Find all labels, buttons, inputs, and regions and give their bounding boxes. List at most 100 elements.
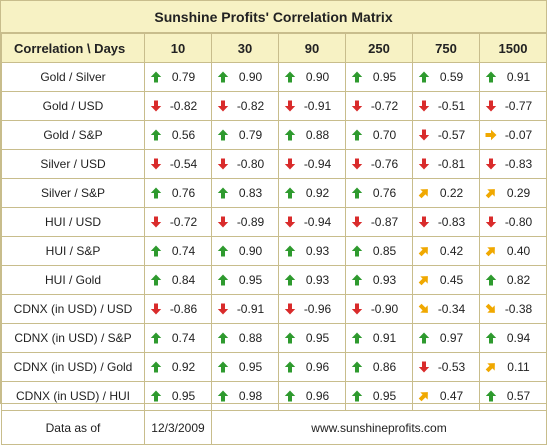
arrow-down-icon bbox=[485, 158, 497, 170]
correlation-cell: 0.92 bbox=[144, 352, 212, 382]
correlation-value: 0.91 bbox=[506, 70, 531, 84]
data-as-of-label: Data as of bbox=[1, 410, 145, 445]
correlation-value: -0.53 bbox=[437, 360, 466, 374]
correlation-value: -0.82 bbox=[169, 99, 198, 113]
header-row: Correlation \ Days 10 30 90 250 750 1500 bbox=[1, 33, 547, 63]
correlation-cell: -0.90 bbox=[345, 294, 413, 324]
arrow-up-icon bbox=[351, 332, 363, 344]
row-label: CDNX (in USD) / S&P bbox=[1, 323, 145, 353]
arrow-down-icon bbox=[418, 100, 430, 112]
arrow-down-icon bbox=[150, 216, 162, 228]
arrow-down-icon bbox=[150, 158, 162, 170]
correlation-value: 0.79 bbox=[238, 128, 263, 142]
arrow-up-right-icon bbox=[418, 189, 428, 199]
correlation-value: -0.81 bbox=[437, 157, 466, 171]
correlation-cell: 0.79 bbox=[144, 62, 212, 92]
correlation-value: -0.51 bbox=[437, 99, 466, 113]
correlation-cell: -0.07 bbox=[479, 120, 547, 150]
correlation-cell: -0.76 bbox=[345, 149, 413, 179]
arrow-up-icon bbox=[284, 390, 296, 402]
correlation-value: 0.92 bbox=[305, 186, 330, 200]
arrow-down-icon bbox=[485, 216, 497, 228]
correlation-value: -0.38 bbox=[504, 302, 533, 316]
correlation-cell: 0.95 bbox=[278, 323, 346, 353]
correlation-value: -0.54 bbox=[169, 157, 198, 171]
correlation-value: 0.74 bbox=[171, 331, 196, 345]
arrow-down-icon bbox=[284, 100, 296, 112]
correlation-cell: 0.90 bbox=[278, 62, 346, 92]
arrow-up-icon bbox=[150, 390, 162, 402]
arrow-up-icon bbox=[217, 274, 229, 286]
correlation-value: 0.90 bbox=[238, 70, 263, 84]
correlation-value: -0.90 bbox=[370, 302, 399, 316]
correlation-cell: 0.88 bbox=[211, 323, 279, 353]
correlation-cell: 0.74 bbox=[144, 323, 212, 353]
correlation-cell: 0.40 bbox=[479, 236, 547, 266]
correlation-cell: 0.59 bbox=[412, 62, 480, 92]
column-header: 90 bbox=[278, 33, 346, 63]
correlation-cell: 0.79 bbox=[211, 120, 279, 150]
arrow-up-icon bbox=[150, 274, 162, 286]
arrow-down-icon bbox=[351, 303, 363, 315]
correlation-value: 0.82 bbox=[506, 273, 531, 287]
correlation-value: 0.97 bbox=[439, 331, 464, 345]
correlation-value: 0.76 bbox=[171, 186, 196, 200]
correlation-cell: -0.94 bbox=[278, 207, 346, 237]
correlation-value: 0.95 bbox=[372, 70, 397, 84]
arrow-down-icon bbox=[418, 158, 430, 170]
correlation-cell: 0.98 bbox=[211, 381, 279, 411]
correlation-value: -0.91 bbox=[236, 302, 265, 316]
correlation-value: 0.93 bbox=[372, 273, 397, 287]
correlation-cell: 0.94 bbox=[479, 323, 547, 353]
arrow-up-icon bbox=[485, 71, 497, 83]
arrow-up-icon bbox=[284, 129, 296, 141]
arrow-down-icon bbox=[351, 158, 363, 170]
correlation-value: -0.76 bbox=[370, 157, 399, 171]
arrow-down-icon bbox=[351, 100, 363, 112]
correlation-cell: 0.95 bbox=[144, 381, 212, 411]
correlation-cell: 0.42 bbox=[412, 236, 480, 266]
correlation-cell: -0.89 bbox=[211, 207, 279, 237]
arrow-down-icon bbox=[284, 158, 296, 170]
column-header: 250 bbox=[345, 33, 413, 63]
matrix-row: CDNX (in USD) / USD -0.86 -0.91 -0.96 -0.90 -… bbox=[1, 294, 547, 324]
arrow-up-icon bbox=[284, 245, 296, 257]
correlation-cell: -0.94 bbox=[278, 149, 346, 179]
row-label: Gold / USD bbox=[1, 91, 145, 121]
matrix-row: HUI / S&P 0.74 0.90 0.93 0.85 0.42 0.40 bbox=[1, 236, 547, 266]
row-label: CDNX (in USD) / HUI bbox=[1, 381, 145, 411]
correlation-cell: 0.70 bbox=[345, 120, 413, 150]
arrow-down-icon bbox=[217, 100, 229, 112]
correlation-value: -0.91 bbox=[303, 99, 332, 113]
correlation-value: -0.89 bbox=[236, 215, 265, 229]
correlation-value: 0.59 bbox=[439, 70, 464, 84]
arrow-up-icon bbox=[150, 71, 162, 83]
correlation-value: -0.72 bbox=[169, 215, 198, 229]
arrow-up-icon bbox=[284, 361, 296, 373]
arrow-up-right-icon bbox=[485, 363, 495, 373]
matrix-body: Gold / Silver 0.79 0.90 0.90 0.95 0.59 0.91 Gol… bbox=[1, 62, 547, 411]
row-label: HUI / S&P bbox=[1, 236, 145, 266]
arrow-up-icon bbox=[217, 187, 229, 199]
arrow-up-icon bbox=[150, 332, 162, 344]
matrix-row: HUI / Gold 0.84 0.95 0.93 0.93 0.45 0.82 bbox=[1, 265, 547, 295]
correlation-value: 0.93 bbox=[305, 244, 330, 258]
column-header: 10 bbox=[144, 33, 212, 63]
correlation-cell: 0.22 bbox=[412, 178, 480, 208]
correlation-cell: 0.95 bbox=[211, 352, 279, 382]
arrow-up-right-icon bbox=[418, 392, 428, 402]
correlation-value: 0.85 bbox=[372, 244, 397, 258]
arrow-up-icon bbox=[351, 274, 363, 286]
matrix-row: Gold / Silver 0.79 0.90 0.90 0.95 0.59 0.91 bbox=[1, 62, 547, 92]
arrow-up-icon bbox=[485, 332, 497, 344]
row-label: Silver / S&P bbox=[1, 178, 145, 208]
correlation-cell: 0.90 bbox=[211, 62, 279, 92]
arrow-down-icon bbox=[217, 216, 229, 228]
arrow-up-icon bbox=[217, 332, 229, 344]
correlation-value: -0.72 bbox=[370, 99, 399, 113]
row-label: HUI / USD bbox=[1, 207, 145, 237]
correlation-value: 0.88 bbox=[238, 331, 263, 345]
arrow-up-icon bbox=[351, 187, 363, 199]
correlation-value: -0.96 bbox=[303, 302, 332, 316]
